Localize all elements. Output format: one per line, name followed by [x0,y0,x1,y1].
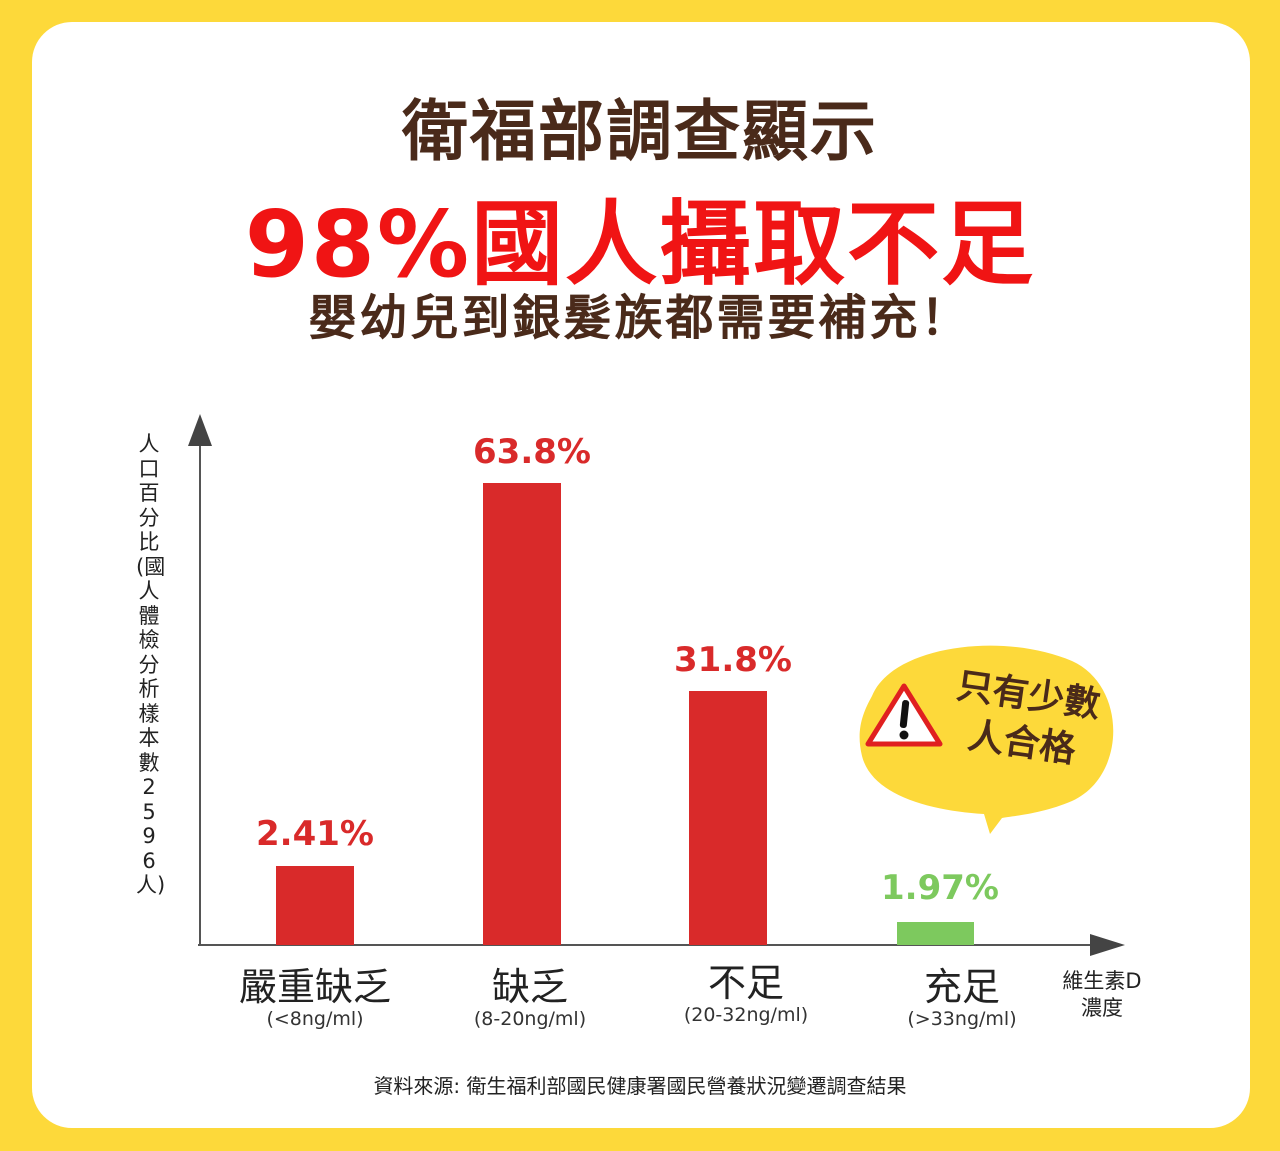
value-label-deficiency: 63.8% [473,432,591,472]
category-range: (20-32ng/ml) [683,1004,809,1026]
speech-bubble [859,645,1114,834]
category-insufficient: 不足 (20-32ng/ml) [636,962,856,1026]
bar-deficiency [483,483,561,945]
category-deficiency: 缺乏 (8-20ng/ml) [420,966,640,1030]
category-range: (8-20ng/ml) [473,1008,587,1030]
y-axis-arrow-icon [188,414,212,446]
bar-sufficient [897,922,974,945]
category-name: 缺乏 [491,965,568,1009]
source-footnote: 資料來源: 衛生福利部國民健康署國民營養狀況變遷調查結果 [373,1074,907,1098]
bar-severe-deficiency [276,866,354,945]
card-background [32,22,1250,1128]
category-name: 嚴重缺乏 [238,965,391,1009]
value-label-insufficient: 31.8% [674,640,792,680]
bar-insufficient [689,691,767,945]
x-axis-arrow-icon [1090,934,1125,956]
y-axis-label: 人口百分比(國人體檢分析樣本數2596人) [136,432,166,897]
value-label-severe: 2.41% [256,814,374,854]
headline-main: 98%國人攝取不足 [244,191,1036,298]
value-label-sufficient: 1.97% [881,868,999,908]
x-axis-label: 維生素D 濃度 [1062,969,1142,1020]
category-range: (<8ng/ml) [266,1008,364,1030]
category-name: 不足 [707,961,784,1005]
category-severe: 嚴重缺乏 (<8ng/ml) [205,966,425,1030]
headline-survey: 衛福部調查顯示 [402,93,878,170]
headline-sub: 嬰幼兒到銀髮族都需要補充！ [308,290,972,346]
category-sufficient: 充足 (>33ng/ml) [852,966,1072,1030]
category-name: 充足 [923,965,1000,1009]
category-range: (>33ng/ml) [907,1008,1017,1030]
warning-icon [865,683,943,747]
